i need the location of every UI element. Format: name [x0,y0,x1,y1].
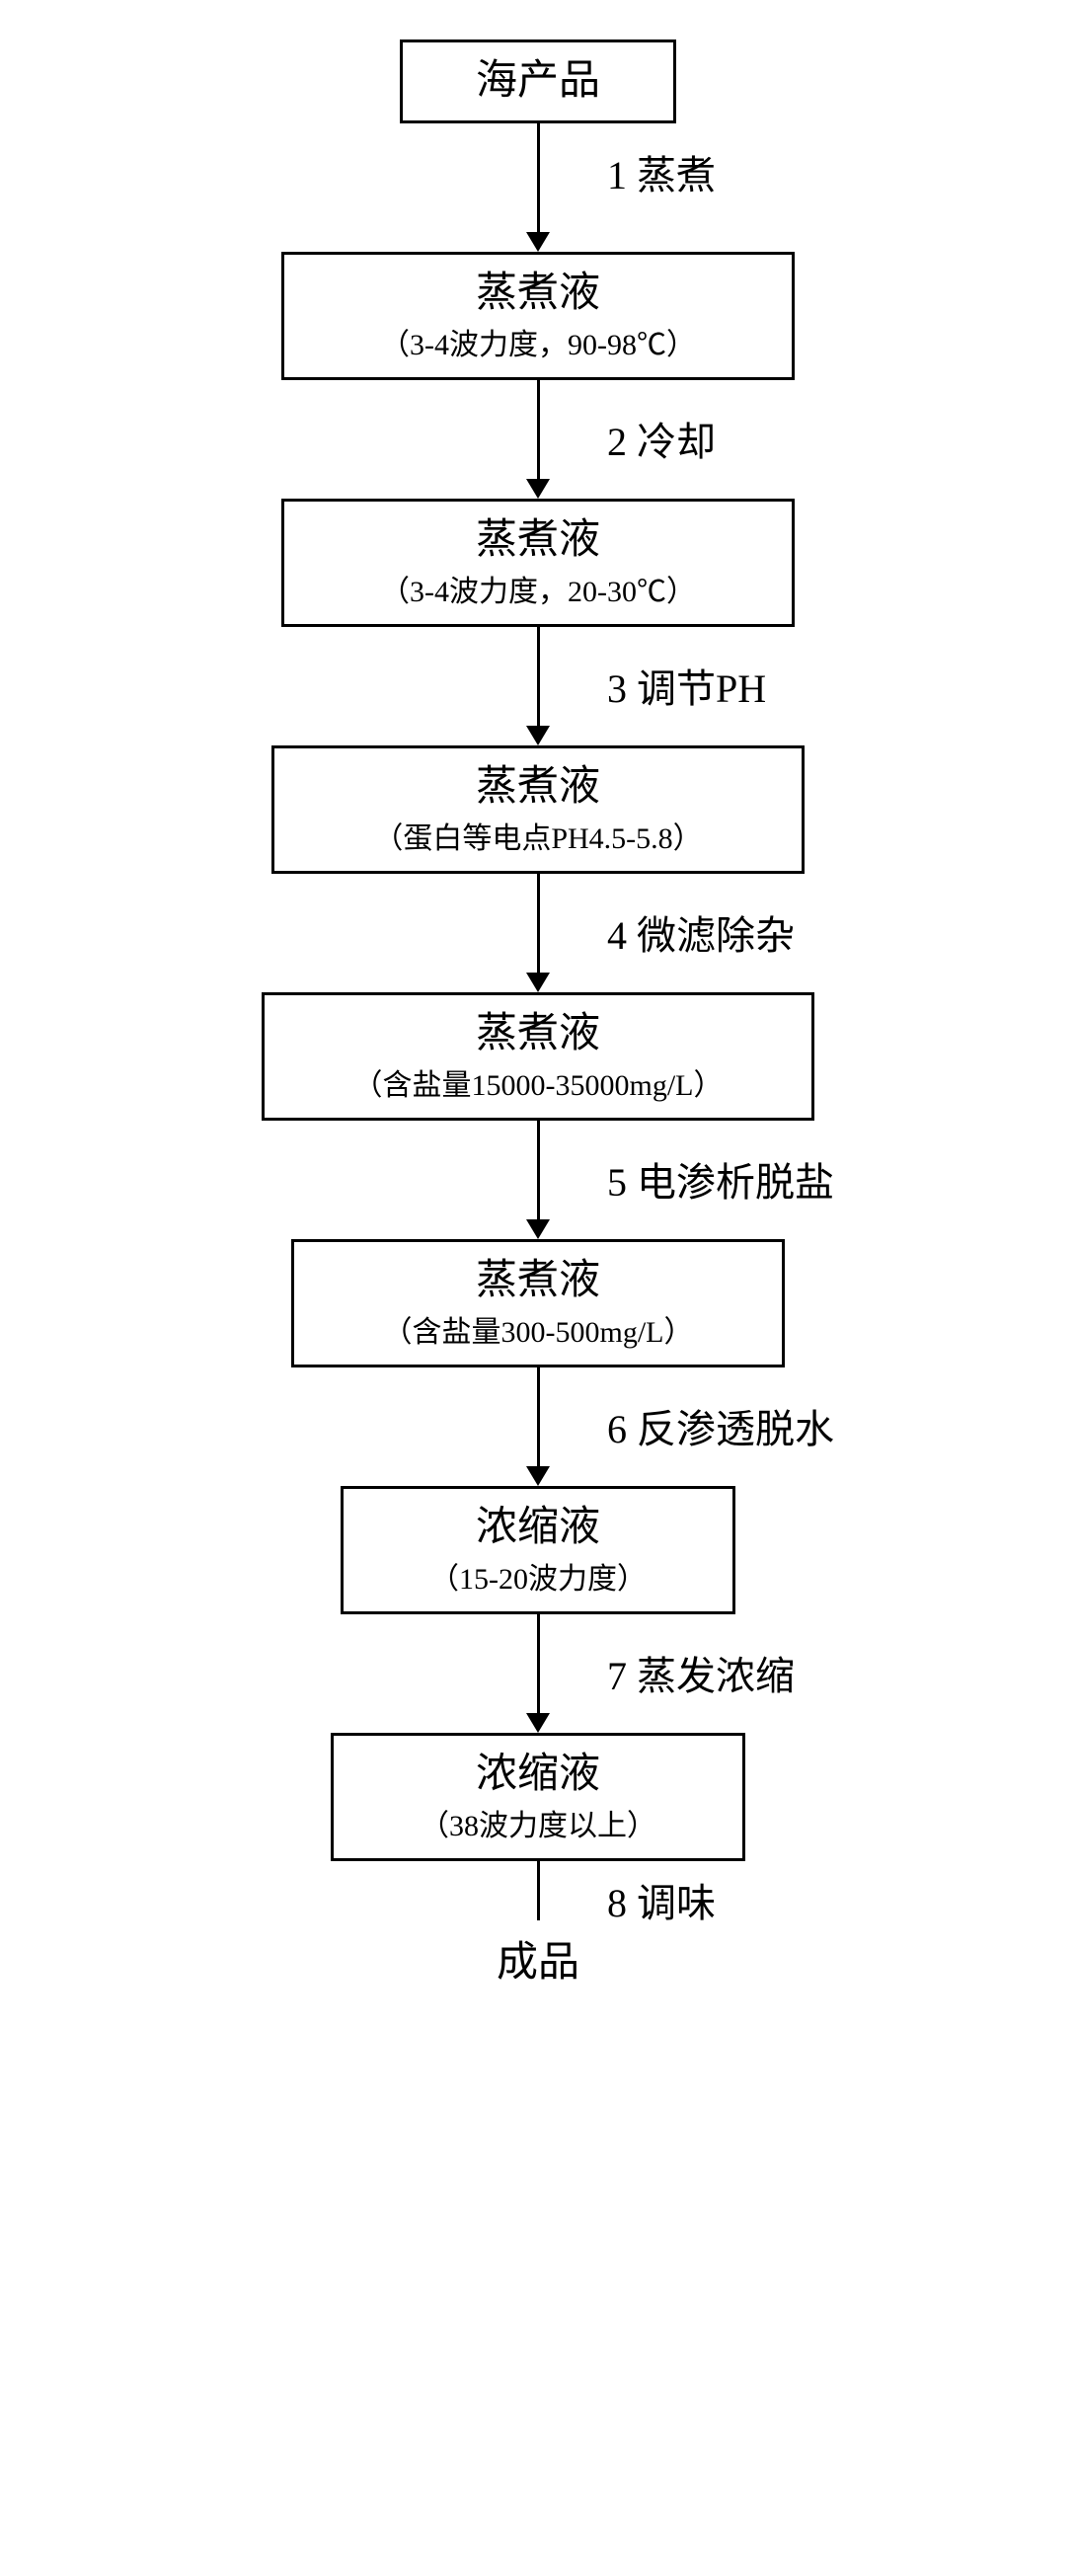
node-title: 浓缩液 [476,1748,600,1802]
arrow-head-icon [526,232,550,252]
node-subtitle: （15-20波力度） [429,1560,647,1599]
node-wrapper: 蒸煮液 （含盐量300-500mg/L） [0,1239,1076,1367]
node-cooking-liquid-high-salt: 蒸煮液 （含盐量15000-35000mg/L） [262,992,814,1121]
connector: 8 调味 [0,1861,1076,1920]
node-wrapper: 蒸煮液 （3-4波力度，20-30℃） [0,499,1076,627]
arrow-head-icon [526,1466,550,1486]
node-subtitle: （含盐量15000-35000mg/L） [353,1066,724,1105]
node-wrapper: 蒸煮液 （蛋白等电点PH4.5-5.8） [0,745,1076,874]
connector: 7 蒸发浓缩 [0,1614,1076,1733]
node-cooking-liquid-hot: 蒸煮液 （3-4波力度，90-98℃） [281,252,795,380]
arrow-line [537,380,540,479]
step-label: 8 调味 [607,1871,716,1928]
flowchart-container: 海产品 1 蒸煮 蒸煮液 （3-4波力度，90-98℃） 2 冷却 蒸煮液 （3… [0,39,1076,1989]
node-subtitle: （含盐量300-500mg/L） [383,1313,694,1352]
node-title: 海产品 [476,54,600,109]
connector: 2 冷却 [0,380,1076,499]
arrow-line [537,1614,540,1713]
node-title: 蒸煮液 [476,267,600,321]
connector: 1 蒸煮 [0,123,1076,252]
arrow-line [537,123,540,232]
arrow-line [537,627,540,726]
final-product-text: 成品 [497,1928,579,1989]
step-label: 4 微滤除杂 [607,903,795,961]
node-title: 蒸煮液 [476,513,600,568]
node-wrapper: 浓缩液 （38波力度以上） [0,1733,1076,1861]
connector: 5 电渗析脱盐 [0,1121,1076,1239]
node-title: 蒸煮液 [476,1007,600,1061]
step-label: 5 电渗析脱盐 [607,1150,834,1208]
node-title: 蒸煮液 [476,1254,600,1308]
node-title: 浓缩液 [476,1501,600,1555]
node-subtitle: （3-4波力度，90-98℃） [380,326,696,364]
arrow-head-icon [526,479,550,499]
connector: 3 调节PH [0,627,1076,745]
node-cooking-liquid-ph: 蒸煮液 （蛋白等电点PH4.5-5.8） [271,745,805,874]
node-subtitle: （38波力度以上） [420,1807,656,1845]
step-label: 3 调节PH [607,657,766,714]
node-wrapper: 浓缩液 （15-20波力度） [0,1486,1076,1614]
connector: 6 反渗透脱水 [0,1367,1076,1486]
arrow-head-icon [526,1713,550,1733]
node-concentrate-2: 浓缩液 （38波力度以上） [331,1733,745,1861]
step-label: 6 反渗透脱水 [607,1397,834,1454]
node-subtitle: （蛋白等电点PH4.5-5.8） [373,820,702,858]
arrow-head-icon [526,1219,550,1239]
node-cooking-liquid-low-salt: 蒸煮液 （含盐量300-500mg/L） [291,1239,785,1367]
arrow-line [537,1861,540,1920]
arrow-line [537,1367,540,1466]
step-label: 7 蒸发浓缩 [607,1644,795,1701]
node-wrapper: 海产品 [0,39,1076,123]
connector: 4 微滤除杂 [0,874,1076,992]
node-concentrate-1: 浓缩液 （15-20波力度） [341,1486,735,1614]
step-label: 2 冷却 [607,410,716,467]
arrow-line [537,874,540,973]
node-subtitle: （3-4波力度，20-30℃） [380,573,696,611]
node-seafood-product: 海产品 [400,39,676,123]
node-wrapper: 蒸煮液 （含盐量15000-35000mg/L） [0,992,1076,1121]
node-wrapper: 蒸煮液 （3-4波力度，90-98℃） [0,252,1076,380]
arrow-line [537,1121,540,1219]
step-label: 1 蒸煮 [607,143,716,200]
arrow-head-icon [526,726,550,745]
arrow-head-icon [526,973,550,992]
node-title: 蒸煮液 [476,760,600,815]
node-cooking-liquid-cooled: 蒸煮液 （3-4波力度，20-30℃） [281,499,795,627]
